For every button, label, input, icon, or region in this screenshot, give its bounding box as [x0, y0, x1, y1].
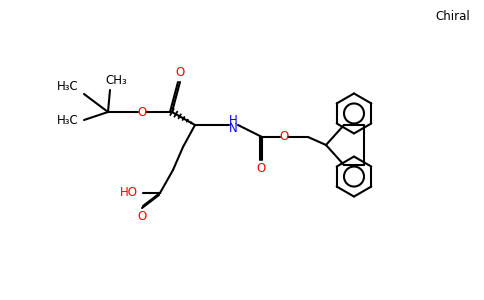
Text: O: O — [279, 130, 288, 143]
Text: O: O — [137, 209, 147, 223]
Text: H: H — [228, 115, 237, 128]
Text: Chiral: Chiral — [435, 11, 470, 23]
Text: HO: HO — [120, 187, 138, 200]
Text: H₃C: H₃C — [57, 113, 79, 127]
Text: O: O — [257, 163, 266, 176]
Text: CH₃: CH₃ — [105, 74, 127, 86]
Text: H₃C: H₃C — [57, 80, 79, 92]
Text: O: O — [137, 106, 147, 118]
Text: N: N — [228, 122, 237, 136]
Text: O: O — [175, 67, 184, 80]
